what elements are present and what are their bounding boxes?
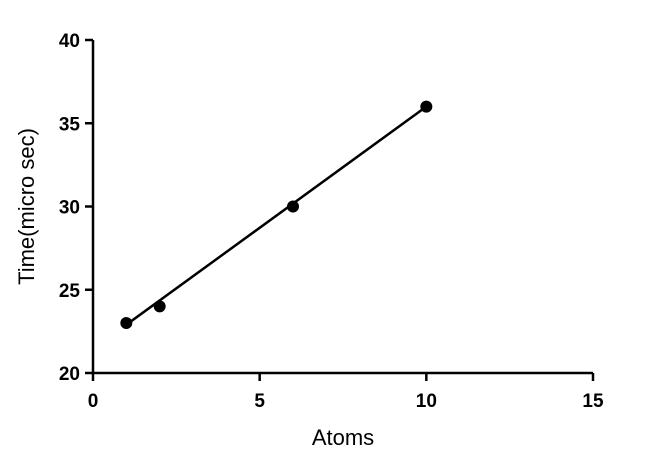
data-series xyxy=(120,100,433,330)
data-point xyxy=(287,200,299,213)
data-point xyxy=(153,300,166,313)
y-axis-ticks: 20 25 30 35 40 xyxy=(59,31,93,385)
data-point xyxy=(420,100,433,113)
y-tick-label: 30 xyxy=(59,198,80,219)
x-axis-title: Atoms xyxy=(312,425,374,450)
x-tick-label: 15 xyxy=(582,391,604,412)
x-axis-ticks: 0 5 10 15 xyxy=(88,373,604,412)
x-tick-label: 5 xyxy=(254,391,265,412)
data-point xyxy=(120,317,133,330)
fit-line xyxy=(125,105,428,326)
x-tick-label: 10 xyxy=(416,391,437,412)
x-tick-label: 0 xyxy=(88,391,99,412)
y-tick-label: 20 xyxy=(59,364,80,385)
y-axis-title: Time(micro sec) xyxy=(14,128,39,285)
y-tick-label: 25 xyxy=(59,281,81,302)
y-tick-label: 35 xyxy=(59,114,81,135)
y-tick-label: 40 xyxy=(59,31,80,52)
axes xyxy=(91,40,593,375)
